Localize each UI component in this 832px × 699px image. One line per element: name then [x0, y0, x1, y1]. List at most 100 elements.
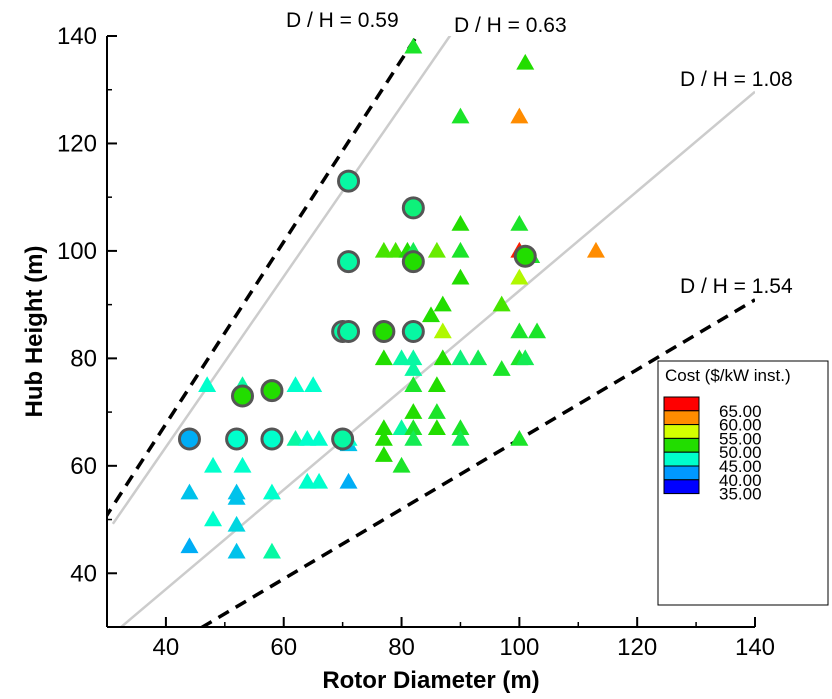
- circle-marker: [337, 250, 361, 274]
- triangle-marker: [451, 107, 470, 124]
- triangle-marker: [451, 419, 470, 435]
- legend-swatch: [663, 424, 700, 439]
- triangle-marker: [386, 241, 405, 258]
- triangle-marker: [469, 349, 488, 366]
- x-tick-label: 40: [153, 634, 180, 661]
- triangle-marker: [227, 489, 246, 505]
- triangle-marker: [339, 472, 358, 489]
- y-tick-label: 80: [70, 345, 97, 372]
- circle-marker: [401, 196, 425, 220]
- triangle-marker: [427, 419, 446, 435]
- y-axis-title: Hub Height (m): [21, 246, 48, 418]
- ratio-labels: D / H = 0.59 D / H = 0.63 D / H = 1.08 D / …: [286, 9, 793, 298]
- triangle-marker: [286, 376, 305, 392]
- triangle-marker: [427, 403, 446, 419]
- triangle-marker: [404, 419, 423, 435]
- triangle-marker: [204, 456, 223, 473]
- circle-marker: [401, 250, 425, 274]
- triangle-marker: [233, 456, 252, 473]
- ratio-line: [111, 36, 452, 525]
- triangle-marker: [310, 429, 329, 446]
- x-tick-label: 100: [499, 634, 539, 661]
- circle-marker: [225, 427, 249, 451]
- triangle-marker: [180, 537, 199, 554]
- x-tick-label: 120: [617, 634, 657, 661]
- triangle-marker: [433, 349, 452, 366]
- ratio-lines: [107, 36, 755, 627]
- triangle-marker: [262, 483, 281, 500]
- triangle-marker: [510, 429, 529, 446]
- triangle-marker: [516, 349, 535, 366]
- circle-marker: [513, 244, 537, 268]
- ratio-line: [107, 36, 419, 519]
- circle-marker: [260, 427, 284, 451]
- triangle-marker: [422, 306, 440, 323]
- triangle-marker: [433, 295, 452, 312]
- triangle-marker: [262, 542, 281, 559]
- triangle-marker: [427, 241, 446, 258]
- legend-label: 40.00: [719, 471, 762, 490]
- legend: Cost ($/kW inst.) 65.0060.0055.0050.0045…: [657, 360, 829, 606]
- circle-marker: [230, 384, 254, 408]
- x-tick-label: 60: [270, 634, 297, 661]
- circle-marker: [372, 320, 396, 343]
- triangle-marker: [404, 360, 423, 376]
- x-axis-title: Rotor Diameter (m): [322, 667, 539, 694]
- triangle-marker: [310, 472, 329, 489]
- legend-swatch: [663, 451, 700, 467]
- triangle-marker: [510, 215, 529, 231]
- triangle-marker: [298, 429, 317, 446]
- circle-marker: [177, 427, 201, 451]
- triangle-marker: [492, 295, 511, 312]
- triangle-marker: [227, 515, 246, 532]
- legend-swatch: [663, 465, 700, 481]
- legend-swatch: [663, 410, 700, 426]
- legend-label: 45.00: [719, 457, 762, 476]
- triangle-marker: [298, 472, 317, 489]
- legend-label: 65.00: [719, 402, 762, 421]
- circle-marker: [337, 320, 361, 343]
- x-tick-label: 140: [735, 634, 775, 661]
- axes: 40 60 80 100 120 140 40 60 80 100 120 140: [57, 23, 775, 661]
- triangle-marker: [304, 376, 323, 392]
- triangle-marker: [451, 349, 470, 366]
- circle-marker: [260, 379, 284, 403]
- ratio-line: [200, 298, 755, 627]
- triangle-marker: [510, 322, 529, 339]
- legend-swatch: [663, 396, 700, 412]
- triangle-marker: [404, 37, 423, 54]
- triangle-marker: [492, 360, 511, 376]
- triangle-marker: [451, 429, 470, 446]
- circle-marker: [337, 169, 361, 193]
- ratio-line-label: D / H = 0.59: [286, 9, 399, 32]
- triangle-marker: [374, 241, 393, 258]
- triangle-marker: [451, 241, 470, 258]
- triangle-marker: [404, 403, 423, 419]
- ratio-line-label: D / H = 1.08: [680, 68, 793, 91]
- triangle-marker: [286, 429, 305, 446]
- triangle-marker: [427, 376, 446, 392]
- triangle-marker: [374, 349, 393, 366]
- y-tick-label: 120: [57, 130, 97, 157]
- legend-swatch: [663, 479, 700, 495]
- triangle-marker: [204, 510, 223, 527]
- legend-swatch: [663, 437, 700, 453]
- triangle-marker: [586, 241, 605, 258]
- triangle-marker: [433, 322, 452, 339]
- x-tick-label: 80: [388, 634, 415, 661]
- y-tick-label: 100: [57, 238, 97, 265]
- triangle-marker: [180, 483, 199, 500]
- triangle-marker: [510, 268, 529, 285]
- triangle-marker: [451, 215, 470, 231]
- triangle-marker: [392, 349, 411, 366]
- triangle-marker: [374, 446, 393, 462]
- y-tick-label: 40: [70, 560, 97, 587]
- triangle-marker: [528, 322, 547, 339]
- triangle-marker: [516, 53, 535, 70]
- legend-label: 60.00: [719, 416, 762, 435]
- triangle-marker: [392, 419, 411, 435]
- triangle-marker: [510, 107, 529, 124]
- data-points: [177, 37, 605, 559]
- y-tick-label: 140: [57, 23, 97, 50]
